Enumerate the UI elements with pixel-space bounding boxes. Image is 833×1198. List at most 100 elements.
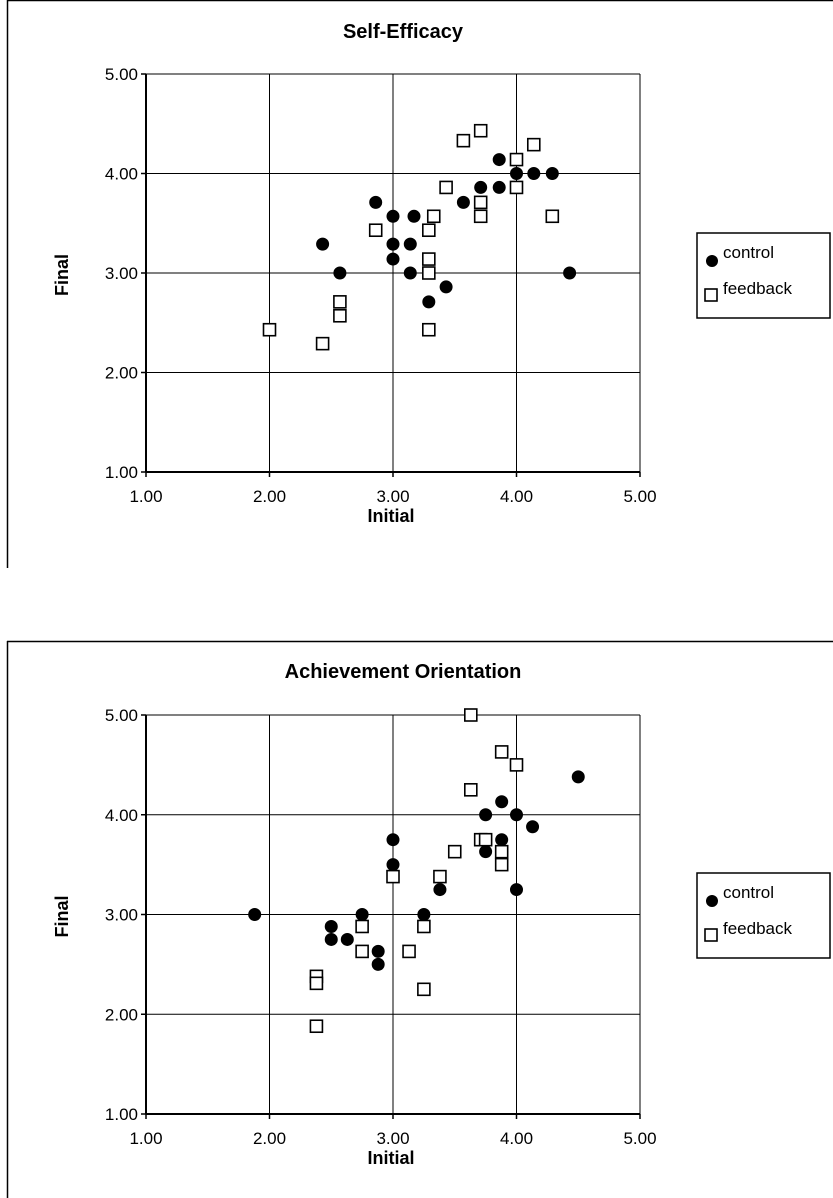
y-tick-label: 2.00 bbox=[105, 1005, 138, 1024]
legend-feedback-marker bbox=[704, 928, 718, 942]
feedback-point bbox=[478, 832, 493, 847]
x-axis-title: Initial bbox=[367, 506, 414, 526]
control-point bbox=[439, 280, 453, 294]
control-point bbox=[563, 266, 577, 280]
legend-box bbox=[696, 232, 831, 319]
achievement-orientation-chart: Achievement Orientation 1.00 2.00 3.00 4.00 5… bbox=[6, 640, 833, 1198]
y-tick-label: 4.00 bbox=[105, 165, 138, 184]
legend-label-feedback: feedback bbox=[723, 279, 792, 298]
y-tick-label: 3.00 bbox=[105, 906, 138, 925]
self-efficacy-chart: Self-Efficacy 1.00 2.00 3.00 4.00 5.00 1.00 2.0… bbox=[6, 0, 833, 568]
feedback-point bbox=[426, 209, 441, 224]
control-point bbox=[417, 908, 431, 921]
control-point bbox=[369, 195, 383, 209]
y-tick-label: 2.00 bbox=[105, 364, 138, 383]
control-point bbox=[495, 795, 509, 809]
feedback-point bbox=[368, 223, 383, 238]
x-tick-label: 3.00 bbox=[376, 487, 409, 506]
x-tick-label: 4.00 bbox=[500, 1129, 533, 1148]
y-tick-label: 1.00 bbox=[105, 1105, 138, 1124]
control-point bbox=[456, 195, 470, 209]
y-tick-label: 3.00 bbox=[105, 264, 138, 283]
feedback-point bbox=[309, 976, 324, 991]
x-tick-label: 5.00 bbox=[623, 1129, 656, 1148]
control-point bbox=[492, 180, 506, 194]
feedback-point bbox=[309, 1019, 324, 1034]
control-point bbox=[324, 919, 338, 933]
legend-box bbox=[696, 872, 831, 959]
feedback-point bbox=[433, 869, 447, 884]
legend-label-control: control bbox=[723, 883, 774, 902]
feedback-point bbox=[355, 919, 369, 934]
feedback-point bbox=[473, 209, 488, 224]
control-point bbox=[403, 266, 417, 280]
feedback-point bbox=[447, 844, 462, 859]
x-tick-label: 4.00 bbox=[500, 487, 533, 506]
control-point bbox=[324, 932, 338, 946]
control-point bbox=[571, 770, 585, 784]
legend-label-control: control bbox=[723, 243, 774, 262]
feedback-point bbox=[494, 857, 509, 872]
feedback-point bbox=[526, 137, 541, 152]
feedback-point bbox=[509, 758, 524, 772]
control-point bbox=[495, 833, 509, 847]
feedback-point bbox=[333, 295, 347, 309]
y-tick-label: 1.00 bbox=[105, 463, 138, 482]
control-point bbox=[492, 153, 506, 167]
control-point bbox=[545, 167, 559, 180]
control-point bbox=[371, 957, 385, 971]
feedback-point bbox=[386, 869, 400, 884]
control-point bbox=[386, 252, 400, 266]
feedback-point bbox=[494, 844, 509, 859]
control-point bbox=[386, 858, 400, 872]
feedback-point bbox=[333, 308, 347, 323]
control-point bbox=[527, 167, 541, 180]
control-point bbox=[386, 209, 400, 223]
chart-title: Achievement Orientation bbox=[285, 661, 522, 683]
legend-control-marker bbox=[706, 255, 718, 267]
feedback-point bbox=[417, 982, 431, 997]
legend-feedback-marker bbox=[704, 288, 718, 302]
x-tick-label: 5.00 bbox=[623, 487, 656, 506]
x-tick-label: 2.00 bbox=[253, 487, 286, 506]
feedback-point bbox=[417, 919, 431, 934]
control-point bbox=[526, 820, 540, 834]
x-tick-label: 3.00 bbox=[376, 1129, 409, 1148]
feedback-point bbox=[509, 180, 524, 195]
feedback-point bbox=[402, 944, 416, 959]
x-tick-label: 1.00 bbox=[129, 1129, 162, 1148]
control-point bbox=[316, 237, 330, 251]
control-point bbox=[433, 883, 447, 897]
feedback-point bbox=[422, 266, 436, 280]
y-axis-title: Final bbox=[52, 254, 72, 296]
control-point bbox=[422, 295, 436, 309]
control-point bbox=[355, 908, 369, 921]
control-point bbox=[403, 237, 417, 251]
feedback-point bbox=[355, 944, 369, 959]
feedback-point bbox=[422, 322, 436, 337]
control-point bbox=[510, 883, 523, 897]
y-tick-label: 5.00 bbox=[105, 706, 138, 725]
control-point bbox=[510, 167, 523, 180]
x-tick-label: 2.00 bbox=[253, 1129, 286, 1148]
feedback-point bbox=[473, 123, 488, 138]
control-point bbox=[333, 266, 347, 280]
feedback-point bbox=[464, 783, 478, 797]
feedback-point bbox=[464, 708, 478, 722]
control-point bbox=[340, 932, 354, 946]
x-axis-title: Initial bbox=[367, 1148, 414, 1168]
y-axis-title: Final bbox=[52, 895, 72, 937]
feedback-point bbox=[509, 152, 524, 167]
feedback-point bbox=[494, 745, 509, 759]
control-point bbox=[248, 908, 262, 921]
feedback-point bbox=[439, 180, 453, 195]
control-point bbox=[407, 209, 421, 223]
feedback-point bbox=[545, 209, 560, 224]
y-tick-label: 5.00 bbox=[105, 65, 138, 84]
legend-label-feedback: feedback bbox=[723, 919, 792, 938]
control-point bbox=[510, 808, 523, 822]
control-point bbox=[479, 845, 493, 859]
control-point bbox=[371, 944, 385, 958]
control-point bbox=[474, 180, 488, 194]
feedback-point bbox=[473, 195, 488, 210]
